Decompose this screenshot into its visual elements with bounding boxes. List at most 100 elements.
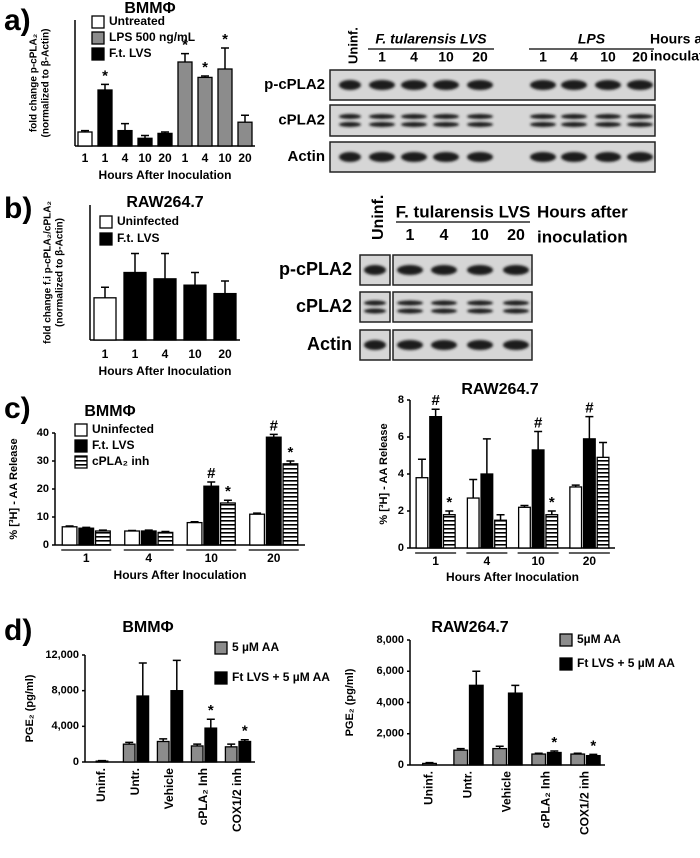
y-tick-label: 2,000: [376, 728, 404, 740]
bar: [532, 450, 544, 548]
significance-mark: *: [202, 59, 208, 76]
legend-swatch: [75, 440, 87, 452]
y-axis-label: fold change p-cPLA₂: [29, 34, 40, 132]
error-bar: [585, 417, 593, 439]
bar: [570, 487, 582, 548]
blot-row-label: Actin: [288, 148, 326, 165]
bar: [454, 750, 468, 765]
legend-swatch: [92, 48, 104, 60]
significance-mark: *: [549, 494, 555, 511]
x-tick-label: 20: [267, 551, 281, 565]
blot-band: [369, 122, 395, 127]
significance-mark: #: [585, 400, 594, 417]
x-tick-label: Untr.: [128, 768, 142, 795]
group-label: F. tularensis LVS: [375, 31, 487, 47]
lane-label: 1: [378, 49, 386, 65]
bar: [283, 464, 298, 545]
error-bar: [128, 530, 136, 531]
blot-band: [503, 301, 529, 306]
x-axis-label: Hours After Inoculation: [99, 364, 232, 378]
blot-row-label: p-cPLA2: [279, 259, 352, 279]
blot-band: [561, 122, 587, 127]
uninfected-label: Uninf.: [345, 27, 360, 64]
x-tick-label: 1: [132, 347, 139, 361]
bar: [198, 77, 212, 146]
hours-label: Hours after: [537, 202, 628, 221]
bar: [587, 756, 601, 765]
blot-band: [339, 122, 361, 127]
blot-row-label: p-cPLA2: [264, 76, 325, 93]
error-bar: [181, 54, 189, 62]
bar: [118, 131, 132, 146]
blot-band: [369, 152, 395, 162]
bar: [158, 133, 172, 146]
x-tick-label: 1: [102, 151, 109, 165]
x-tick-label: 10: [531, 554, 545, 568]
hours-label: inoculation: [537, 227, 628, 246]
x-tick-label: cPLA₂ Inh: [539, 771, 553, 828]
significance-mark: #: [207, 465, 216, 482]
bar: [548, 753, 562, 766]
x-tick-label: 20: [583, 554, 597, 568]
blot-band: [467, 122, 493, 127]
bar: [584, 439, 596, 548]
bar: [218, 69, 232, 146]
lane-label: 1: [406, 227, 415, 244]
legend-label: LPS 500 ng/mL: [109, 30, 195, 44]
bar: [546, 515, 558, 548]
error-bar: [574, 753, 582, 754]
x-tick-label: 20: [158, 151, 172, 165]
y-tick-label: 8: [398, 394, 404, 406]
y-axis-label: % [³H] - AA Release: [378, 423, 390, 524]
lane-label: 20: [472, 49, 488, 65]
y-axis-label: (normalized to β-Actin): [55, 218, 66, 327]
error-bar: [101, 84, 109, 90]
blot-band: [433, 122, 459, 127]
error-bar: [145, 530, 153, 531]
legend-swatch: [75, 456, 87, 468]
bar: [158, 532, 173, 545]
error-bar: [426, 763, 434, 764]
blot-band: [627, 122, 653, 127]
y-tick-label: 2: [398, 505, 404, 517]
blot-band: [339, 80, 361, 90]
x-tick-label: Vehicle: [162, 768, 176, 810]
error-bar: [131, 254, 139, 273]
blot-row-label: cPLA2: [296, 296, 352, 316]
lane-label: 4: [410, 49, 418, 65]
bar: [250, 514, 265, 545]
blot-band: [433, 80, 459, 90]
blot-row-label: Actin: [307, 334, 352, 354]
blot-band: [627, 152, 653, 162]
error-bar: [534, 431, 542, 450]
bar: [571, 754, 585, 765]
blot-band: [530, 114, 556, 119]
y-tick-label: 0: [398, 542, 404, 554]
blot-band: [339, 114, 361, 119]
significance-mark: *: [287, 444, 293, 461]
blot-band: [530, 152, 556, 162]
bar: [78, 132, 92, 146]
blot-band: [530, 122, 556, 127]
blot-band: [503, 265, 529, 275]
lane-label: 10: [471, 227, 489, 244]
y-axis-label: PGE₂ (pg/ml): [344, 668, 356, 736]
blot-band: [595, 114, 621, 119]
bar: [214, 294, 236, 340]
significance-mark: *: [222, 31, 228, 48]
error-bar: [191, 522, 199, 523]
error-bar: [432, 409, 440, 416]
bar: [266, 437, 281, 545]
legend-label: 5 µM AA: [232, 640, 279, 654]
hours-label: Hours after: [650, 31, 700, 47]
bar: [98, 90, 112, 146]
y-axis-label: % [³H] - AA Release: [8, 438, 20, 539]
blot-band: [397, 301, 423, 306]
error-bar: [241, 115, 249, 122]
legend-swatch: [100, 233, 112, 245]
bar: [62, 527, 77, 545]
y-tick-label: 30: [37, 455, 49, 467]
error-bar: [161, 254, 169, 279]
panel-label: c): [4, 392, 31, 425]
bar: [239, 741, 251, 762]
